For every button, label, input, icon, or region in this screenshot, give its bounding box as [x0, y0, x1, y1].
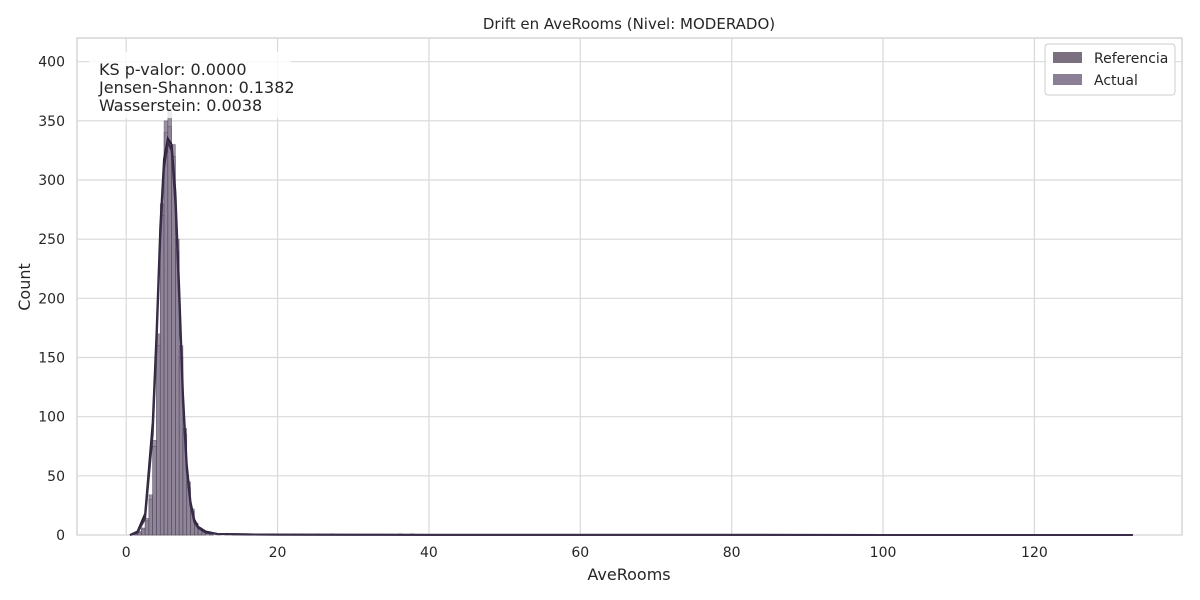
histogram-bar [156, 345, 161, 536]
y-tick-label: 0 [56, 528, 65, 544]
histogram-bars [133, 108, 415, 536]
y-tick-label: 100 [38, 410, 65, 426]
y-tick-label: 200 [38, 291, 65, 307]
legend-label-referencia: Referencia [1094, 51, 1168, 67]
y-tick-label: 50 [47, 469, 65, 485]
histogram-bar [152, 445, 157, 536]
stats-line-ks: KS p-valor: 0.0000 [99, 60, 247, 79]
tick-labels: 0 20 40 60 80 100 120 0 50 100 150 200 250 300 350 400 [38, 55, 1048, 561]
y-tick-label: 300 [38, 173, 65, 189]
stats-line-wasserstein: Wasserstein: 0.0038 [99, 96, 262, 115]
y-axis-label: Count [15, 263, 34, 311]
histogram-bar [163, 132, 169, 536]
x-tick-label: 120 [1021, 545, 1048, 561]
histogram-bar [144, 520, 150, 536]
y-tick-label: 350 [38, 114, 65, 130]
x-tick-label: 80 [723, 545, 741, 561]
histogram-bar [159, 215, 165, 536]
legend-swatch-referencia [1053, 52, 1082, 63]
y-tick-label: 150 [38, 351, 65, 367]
stats-annotation: KS p-valor: 0.0000 Jensen-Shannon: 0.138… [89, 52, 295, 118]
kde-curves [129, 135, 1133, 536]
legend-label-actual: Actual [1094, 73, 1138, 89]
y-tick-label: 250 [38, 232, 65, 248]
y-tick-label: 400 [38, 55, 65, 71]
kde-curve [129, 138, 1133, 536]
legend: Referencia Actual [1044, 43, 1176, 96]
legend-swatch-actual [1053, 74, 1082, 85]
x-tick-label: 0 [122, 545, 131, 561]
stats-line-js: Jensen-Shannon: 0.1382 [98, 78, 295, 97]
grid-lines [77, 38, 1182, 536]
histogram-bar [141, 528, 146, 536]
histogram-bar [167, 126, 172, 536]
stats-box [89, 52, 291, 118]
x-tick-label: 40 [420, 545, 438, 561]
x-tick-label: 60 [571, 545, 589, 561]
x-tick-label: 100 [870, 545, 897, 561]
chart-title: Drift en AveRooms (Nivel: MODERADO) [483, 15, 775, 33]
histogram-bar [148, 499, 153, 536]
x-tick-label: 20 [269, 545, 287, 561]
x-axis-label: AveRooms [587, 565, 670, 584]
